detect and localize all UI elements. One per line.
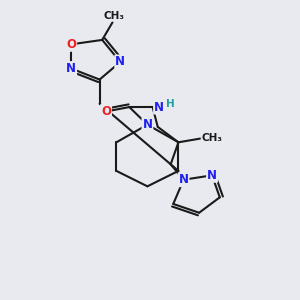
Text: N: N [142, 118, 152, 131]
Text: N: N [66, 62, 76, 75]
Text: O: O [66, 38, 76, 51]
Text: N: N [154, 100, 164, 114]
Text: N: N [207, 169, 217, 182]
Text: N: N [178, 173, 189, 186]
Text: CH₃: CH₃ [103, 11, 124, 21]
Text: CH₃: CH₃ [202, 133, 223, 143]
Text: O: O [101, 105, 111, 118]
Text: N: N [115, 56, 125, 68]
Text: H: H [166, 99, 175, 109]
